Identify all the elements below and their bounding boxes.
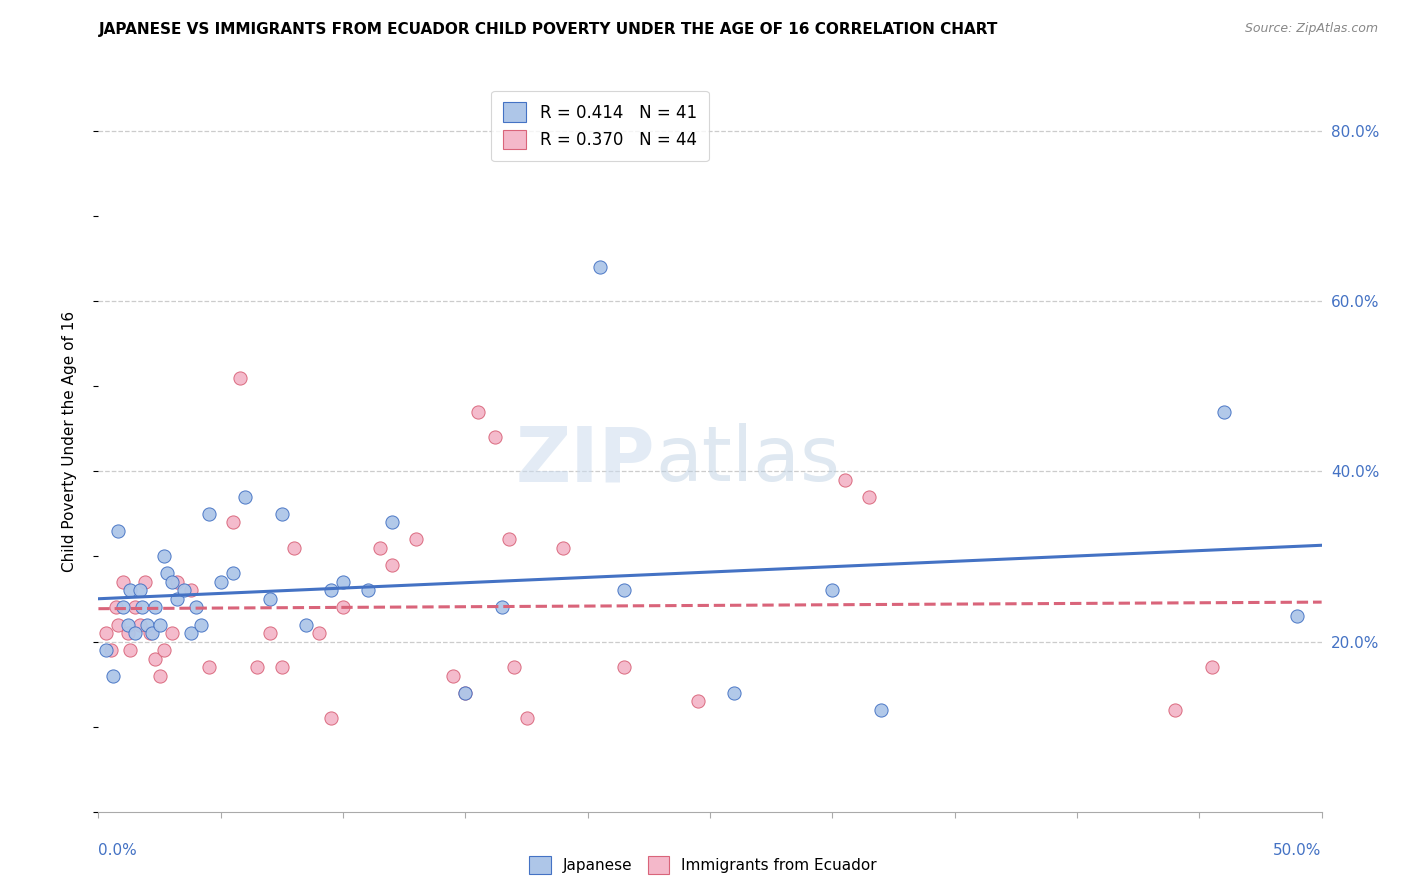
Point bbox=[129, 583, 152, 598]
Point bbox=[101, 668, 124, 682]
Point bbox=[613, 660, 636, 674]
Point bbox=[149, 617, 172, 632]
Point bbox=[686, 694, 709, 708]
Point bbox=[111, 600, 134, 615]
Point bbox=[107, 524, 129, 538]
Point bbox=[515, 711, 537, 725]
Point bbox=[368, 541, 391, 555]
Point bbox=[723, 685, 745, 699]
Legend: R = 0.414   N = 41, R = 0.370   N = 44: R = 0.414 N = 41, R = 0.370 N = 44 bbox=[491, 91, 709, 161]
Point bbox=[491, 600, 513, 615]
Point bbox=[454, 685, 477, 699]
Text: Source: ZipAtlas.com: Source: ZipAtlas.com bbox=[1244, 22, 1378, 36]
Point bbox=[270, 507, 294, 521]
Point bbox=[209, 574, 232, 589]
Text: 50.0%: 50.0% bbox=[1274, 843, 1322, 858]
Point bbox=[858, 490, 880, 504]
Point bbox=[467, 405, 489, 419]
Point bbox=[166, 591, 188, 606]
Point bbox=[498, 533, 520, 547]
Point bbox=[120, 583, 142, 598]
Point bbox=[283, 541, 305, 555]
Point bbox=[180, 583, 202, 598]
Point bbox=[332, 600, 354, 615]
Point bbox=[229, 370, 252, 384]
Point bbox=[117, 617, 139, 632]
Point bbox=[156, 566, 179, 581]
Point bbox=[104, 600, 127, 615]
Point bbox=[405, 533, 427, 547]
Point bbox=[107, 617, 129, 632]
Point bbox=[1164, 703, 1187, 717]
Point bbox=[111, 574, 134, 589]
Point bbox=[503, 660, 526, 674]
Point bbox=[197, 660, 219, 674]
Point bbox=[180, 626, 202, 640]
Point bbox=[134, 574, 156, 589]
Point bbox=[124, 600, 146, 615]
Point bbox=[454, 685, 477, 699]
Text: ZIP: ZIP bbox=[516, 423, 655, 497]
Point bbox=[613, 583, 636, 598]
Point bbox=[131, 600, 153, 615]
Point bbox=[319, 583, 342, 598]
Point bbox=[197, 507, 219, 521]
Point bbox=[821, 583, 844, 598]
Point bbox=[1286, 609, 1309, 624]
Point bbox=[100, 643, 122, 657]
Point bbox=[259, 626, 281, 640]
Point bbox=[222, 516, 245, 530]
Y-axis label: Child Poverty Under the Age of 16: Child Poverty Under the Age of 16 bbox=[62, 311, 77, 572]
Point bbox=[381, 516, 404, 530]
Point bbox=[1212, 405, 1234, 419]
Point bbox=[233, 490, 256, 504]
Point bbox=[124, 626, 146, 640]
Point bbox=[870, 703, 893, 717]
Point bbox=[94, 626, 117, 640]
Point bbox=[308, 626, 330, 640]
Point bbox=[139, 626, 162, 640]
Point bbox=[153, 643, 176, 657]
Text: JAPANESE VS IMMIGRANTS FROM ECUADOR CHILD POVERTY UNDER THE AGE OF 16 CORRELATIO: JAPANESE VS IMMIGRANTS FROM ECUADOR CHIL… bbox=[98, 22, 998, 37]
Point bbox=[553, 541, 575, 555]
Point bbox=[834, 473, 856, 487]
Point bbox=[143, 651, 166, 665]
Point bbox=[441, 668, 464, 682]
Point bbox=[129, 617, 152, 632]
Point bbox=[117, 626, 139, 640]
Point bbox=[190, 617, 212, 632]
Legend: Japanese, Immigrants from Ecuador: Japanese, Immigrants from Ecuador bbox=[523, 850, 883, 880]
Text: 0.0%: 0.0% bbox=[98, 843, 138, 858]
Point bbox=[149, 668, 172, 682]
Point bbox=[222, 566, 245, 581]
Point bbox=[136, 617, 159, 632]
Point bbox=[259, 591, 281, 606]
Point bbox=[143, 600, 166, 615]
Point bbox=[332, 574, 354, 589]
Point bbox=[295, 617, 318, 632]
Point bbox=[1201, 660, 1223, 674]
Point bbox=[160, 574, 183, 589]
Point bbox=[94, 643, 117, 657]
Point bbox=[381, 558, 404, 572]
Point bbox=[319, 711, 342, 725]
Point bbox=[120, 643, 142, 657]
Point bbox=[153, 549, 176, 564]
Point bbox=[356, 583, 378, 598]
Point bbox=[270, 660, 294, 674]
Point bbox=[173, 583, 195, 598]
Point bbox=[166, 574, 188, 589]
Point bbox=[186, 600, 208, 615]
Text: atlas: atlas bbox=[655, 423, 839, 497]
Point bbox=[141, 626, 163, 640]
Point bbox=[589, 260, 612, 274]
Point bbox=[484, 430, 506, 444]
Point bbox=[246, 660, 269, 674]
Point bbox=[160, 626, 183, 640]
